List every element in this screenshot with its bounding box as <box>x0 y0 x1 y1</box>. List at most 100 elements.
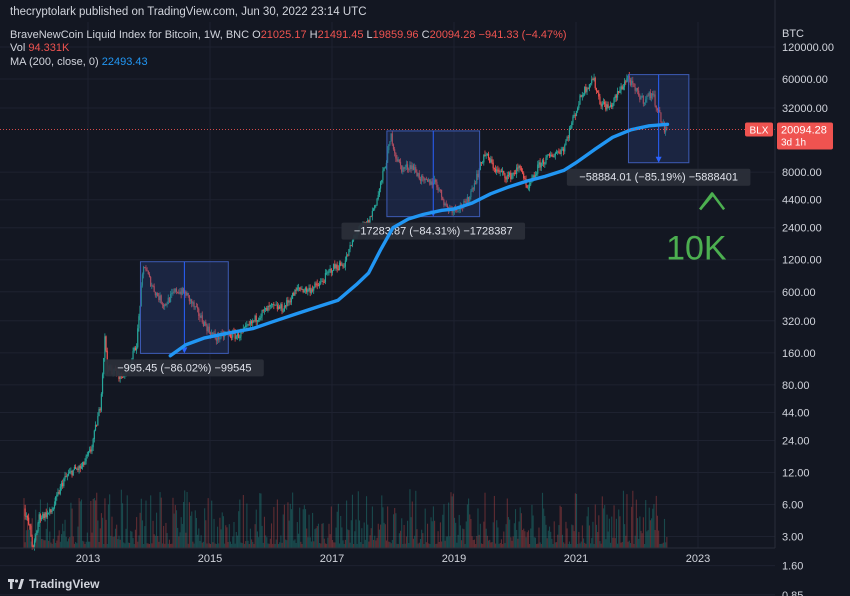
candle-body <box>517 167 519 169</box>
candle-body <box>204 321 206 326</box>
volume-bar <box>273 506 275 548</box>
volume-bar <box>114 528 117 548</box>
candle-body <box>94 424 97 431</box>
candle-body <box>310 289 312 293</box>
volume-bar <box>470 518 472 548</box>
volume-bar <box>161 543 163 548</box>
volume-bar <box>202 541 205 548</box>
candle-body <box>315 283 317 285</box>
volume-bar <box>653 504 655 548</box>
symbol-legend[interactable]: BraveNewCoin Liquid Index for Bitcoin, 1… <box>10 29 567 41</box>
volume-bar <box>213 518 215 548</box>
candle-body <box>105 336 107 351</box>
volume-bar <box>484 492 486 548</box>
volume-bar <box>71 508 73 548</box>
candle-body <box>512 173 514 175</box>
volume-bar <box>604 505 606 548</box>
volume-bar <box>266 537 268 548</box>
candle-body <box>452 210 454 213</box>
candle-body <box>566 137 568 141</box>
volume-bar <box>507 517 510 548</box>
candle-body <box>653 94 655 96</box>
ma-value: 22493.43 <box>101 56 148 68</box>
volume-legend[interactable]: Vol 94.331K <box>10 42 69 54</box>
volume-bar <box>581 525 583 548</box>
volume-bar <box>437 531 439 548</box>
volume-bar <box>95 500 97 548</box>
volume-bar <box>523 528 525 548</box>
volume-bar <box>601 496 603 548</box>
candle-body <box>146 270 148 272</box>
candle-body <box>532 175 534 179</box>
volume-bar <box>129 542 131 548</box>
candle-body <box>642 95 644 104</box>
candle-body <box>40 517 43 520</box>
candle-body <box>288 301 290 303</box>
candle-body <box>37 523 39 532</box>
candle-body <box>645 99 647 103</box>
volume-bar <box>647 530 649 548</box>
candle-body <box>309 287 311 293</box>
volume-bar <box>157 535 159 548</box>
volume-bar <box>151 543 153 548</box>
volume-bar <box>538 527 540 548</box>
candle-body <box>246 324 248 326</box>
volume-bar <box>522 530 524 548</box>
ohlc-high: 21491.45 <box>317 29 364 41</box>
candle-body <box>32 546 34 548</box>
candle-body <box>430 181 432 185</box>
volume-bar <box>292 492 294 548</box>
volume-bar <box>241 543 243 548</box>
volume-bar <box>415 490 417 548</box>
drawdown-arrowhead <box>655 156 662 163</box>
candle-body <box>218 334 220 340</box>
ma-legend[interactable]: MA (200, close, 0) 22493.43 <box>10 56 148 68</box>
volume-bar <box>378 529 380 548</box>
candle-body <box>652 93 654 96</box>
y-tick-label: 6.00 <box>782 500 803 512</box>
candle-body <box>248 324 250 326</box>
volume-bar <box>634 535 636 548</box>
candle-body <box>25 516 27 518</box>
candle-body <box>392 144 395 150</box>
volume-bar <box>466 504 468 548</box>
candle-body <box>55 496 57 505</box>
volume-bar <box>328 523 330 548</box>
candle-body <box>311 289 314 291</box>
volume-bar <box>75 542 77 548</box>
volume-bar <box>289 503 291 548</box>
candle-body <box>52 508 54 511</box>
candle-body <box>399 161 402 166</box>
volume-bar <box>483 521 485 548</box>
volume-bar <box>224 543 226 548</box>
candle-body <box>51 510 53 513</box>
candle-body <box>477 173 479 178</box>
volume-bar <box>491 542 493 548</box>
tradingview-footer[interactable]: TradingView <box>8 577 99 591</box>
volume-bar <box>296 522 298 548</box>
candle-body <box>318 283 321 286</box>
volume-bar <box>652 508 654 548</box>
candle-body <box>58 492 60 494</box>
volume-bar <box>112 536 114 548</box>
volume-bar <box>37 519 39 548</box>
volume-bar <box>516 529 518 548</box>
candle-body <box>162 304 165 307</box>
volume-bar <box>44 540 46 548</box>
volume-bar <box>430 517 432 548</box>
candle-body <box>665 127 667 133</box>
volume-bar <box>441 541 443 548</box>
volume-bar <box>248 543 250 548</box>
volume-bar <box>48 540 50 548</box>
candle-body <box>647 95 649 97</box>
candle-body <box>171 292 173 294</box>
candle-body <box>82 462 84 467</box>
volume-bar <box>383 522 385 548</box>
candle-body <box>62 483 64 487</box>
y-tick-label: 4400.00 <box>782 195 822 207</box>
volume-bar <box>355 519 357 548</box>
candle-body <box>328 270 330 273</box>
candle-body <box>97 416 99 426</box>
volume-bar <box>190 515 192 548</box>
